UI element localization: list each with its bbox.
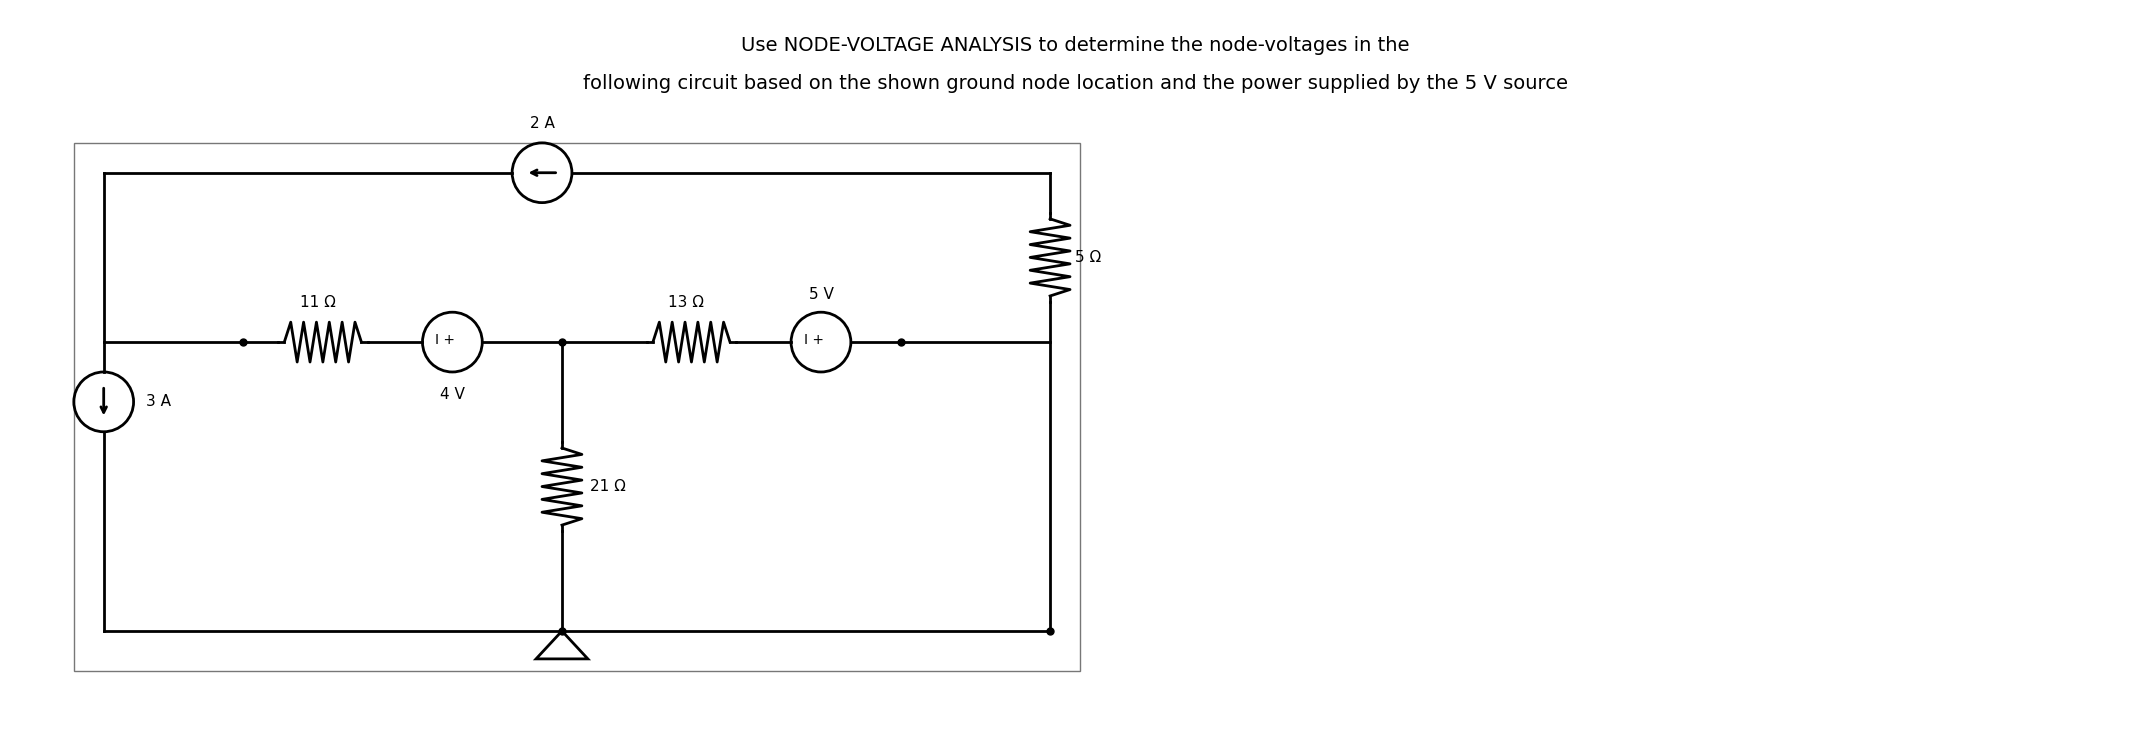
Text: following circuit based on the shown ground node location and the power supplied: following circuit based on the shown gro… xyxy=(583,74,1567,92)
Bar xyxy=(73,143,1079,671)
Text: 3 A: 3 A xyxy=(146,395,170,409)
Text: 11 Ω: 11 Ω xyxy=(301,295,335,310)
Text: I +: I + xyxy=(804,333,823,347)
Text: I +: I + xyxy=(436,333,456,347)
Text: 5 Ω: 5 Ω xyxy=(1075,250,1101,265)
Text: Use NODE-VOLTAGE ANALYSIS to determine the node-voltages in the: Use NODE-VOLTAGE ANALYSIS to determine t… xyxy=(742,36,1408,55)
Text: 2 A: 2 A xyxy=(529,116,555,131)
Text: 4 V: 4 V xyxy=(441,387,464,402)
Text: 5 V: 5 V xyxy=(808,287,834,302)
Text: 13 Ω: 13 Ω xyxy=(669,295,705,310)
Text: 21 Ω: 21 Ω xyxy=(589,479,626,494)
